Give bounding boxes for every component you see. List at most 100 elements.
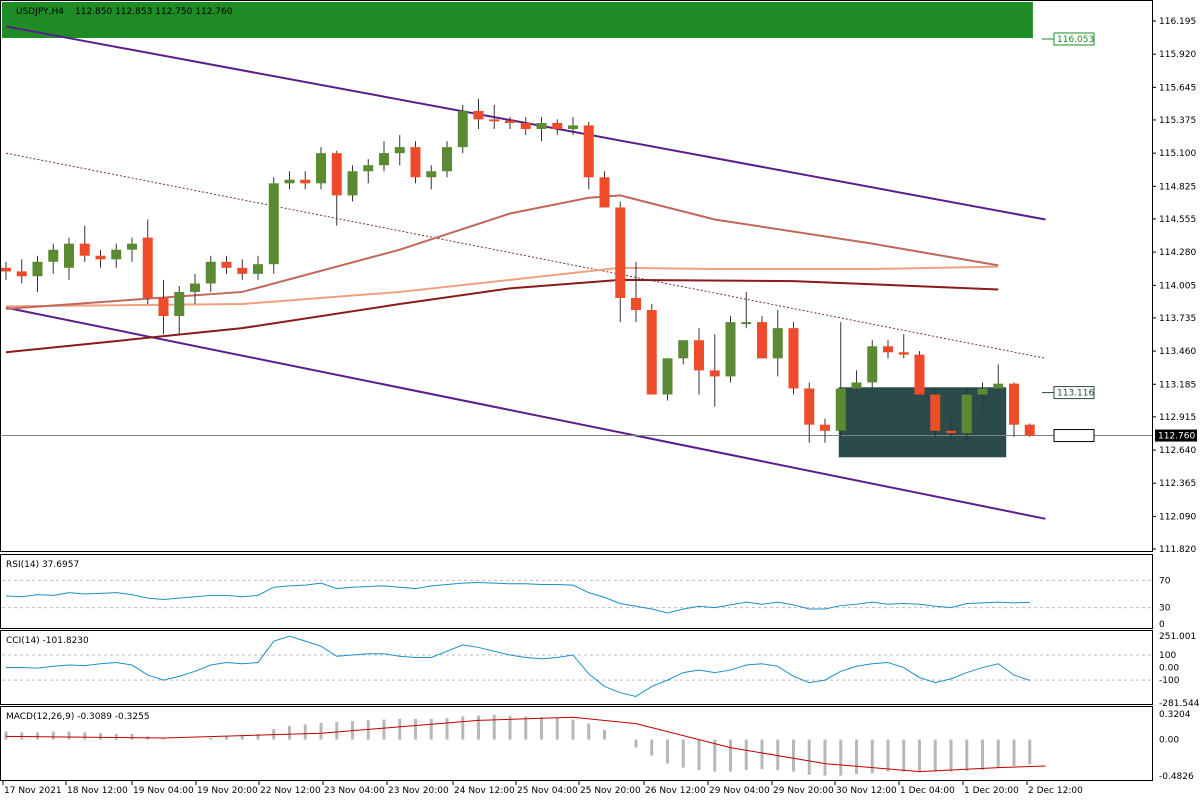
candle <box>804 388 815 425</box>
price-tick-label: 113.735 <box>1159 314 1196 324</box>
candle <box>788 328 799 389</box>
price-tick-label: 115.645 <box>1159 83 1196 93</box>
candle <box>174 291 185 317</box>
candle <box>79 243 90 256</box>
candle <box>914 354 925 395</box>
time-tick-label: 23 Nov 20:00 <box>388 786 449 796</box>
candle <box>662 358 673 395</box>
price-tick-label: 113.185 <box>1159 380 1196 390</box>
price-tick-label: 114.555 <box>1159 215 1196 225</box>
price-tick-label: 113.460 <box>1159 347 1196 357</box>
candle <box>583 125 594 178</box>
time-tick-label: 17 Nov 2021 <box>4 786 62 796</box>
cci-label: CCI(14) -101.8230 <box>6 636 89 646</box>
support-zone <box>838 387 1007 458</box>
candle <box>851 382 862 389</box>
rsi-tick-label: 30 <box>1159 604 1171 614</box>
price-tick-label: 112.915 <box>1159 413 1196 423</box>
time-tick-label: 19 Nov 20:00 <box>197 786 258 796</box>
time-tick-label: 1 Dec 20:00 <box>964 786 1019 796</box>
cci-panel-frame[interactable] <box>0 630 1153 705</box>
moving-average-fast <box>5 194 999 310</box>
candle <box>993 383 1004 389</box>
rsi-plot <box>2 579 1152 614</box>
candle <box>394 147 405 154</box>
candle <box>646 310 657 395</box>
candle <box>694 340 704 371</box>
time-tick-label: 23 Nov 04:00 <box>324 786 385 796</box>
cci-tick-label: 251.001 <box>1159 632 1196 642</box>
candle <box>568 125 578 130</box>
candle <box>379 153 389 166</box>
candle <box>190 283 200 292</box>
price-tick-label: 112.365 <box>1159 479 1196 489</box>
candle <box>820 424 830 431</box>
resistance-zone <box>2 2 1033 38</box>
candle <box>1 267 11 272</box>
rsi-label: RSI(14) 37.6957 <box>6 560 79 570</box>
cci-plot <box>2 635 1152 697</box>
cci-tick-label: -100 <box>1159 676 1180 686</box>
macd-label: MACD(12,26,9) -0.3089 -0.3255 <box>6 712 150 722</box>
channel-lower-line <box>5 306 1046 520</box>
axes: 116.195 115.920 115.645 115.375 115.100 114.8… <box>2 17 1200 796</box>
candle <box>536 122 547 130</box>
candle <box>268 183 279 265</box>
candle <box>1024 424 1035 436</box>
price-tag-label: 113.116 <box>1057 389 1094 399</box>
time-tick-label: 22 Nov 12:00 <box>260 786 321 796</box>
time-tick-label: 30 Nov 12:00 <box>836 786 897 796</box>
ohlc-readout: 112.850 112.853 112.750 112.760 <box>75 7 233 17</box>
candle <box>757 322 767 359</box>
moving-average-slow <box>5 278 999 354</box>
macd-tick-label: 0.00 <box>1159 736 1179 746</box>
macd-panel-frame[interactable] <box>0 706 1153 781</box>
candle <box>205 261 216 284</box>
rsi-panel-frame[interactable] <box>0 554 1153 629</box>
time-tick-label: 1 Dec 04:00 <box>900 786 955 796</box>
candle <box>442 147 452 172</box>
candle <box>867 346 878 383</box>
candle <box>709 370 720 377</box>
cci-tick-label: 0.00 <box>1159 664 1179 674</box>
candle <box>32 261 43 277</box>
price-tick-label: 115.920 <box>1159 50 1196 60</box>
candle <box>741 322 752 325</box>
candle <box>946 430 956 434</box>
candle <box>678 340 689 359</box>
candle <box>410 147 421 178</box>
time-tick-label: 19 Nov 04:00 <box>133 786 194 796</box>
macd-tick-label: -0.4826 <box>1159 772 1194 782</box>
price-tick-label: 116.195 <box>1159 17 1196 27</box>
candle <box>253 264 263 274</box>
symbol-label: USDJPY,H4 <box>16 7 64 17</box>
candle <box>473 110 484 120</box>
price-tick-label: 114.280 <box>1159 248 1196 258</box>
candle <box>552 122 563 130</box>
candle <box>237 267 248 274</box>
candle <box>363 165 374 172</box>
channel-mid-dotted-line <box>5 152 1046 359</box>
candle <box>284 179 295 184</box>
rsi-tick-label: 70 <box>1159 576 1171 586</box>
candle <box>111 249 122 260</box>
candle <box>961 394 972 434</box>
candle <box>505 120 515 123</box>
candle <box>520 122 531 130</box>
candle <box>48 249 59 262</box>
candle <box>930 394 941 431</box>
price-tick-label: 111.820 <box>1159 545 1196 555</box>
time-tick-label: 25 Nov 20:00 <box>580 786 641 796</box>
candle <box>489 119 500 122</box>
candle <box>64 243 74 268</box>
price-chart-frame[interactable] <box>0 0 1153 552</box>
moving-average-mid <box>5 265 999 308</box>
price-tag-box <box>1053 429 1095 443</box>
candle <box>457 110 468 148</box>
price-tick-label: 115.100 <box>1159 149 1196 159</box>
time-tick-label: 24 Nov 12:00 <box>454 786 515 796</box>
candle <box>316 153 326 184</box>
time-tick-label: 29 Nov 20:00 <box>773 786 834 796</box>
candle <box>331 153 342 196</box>
